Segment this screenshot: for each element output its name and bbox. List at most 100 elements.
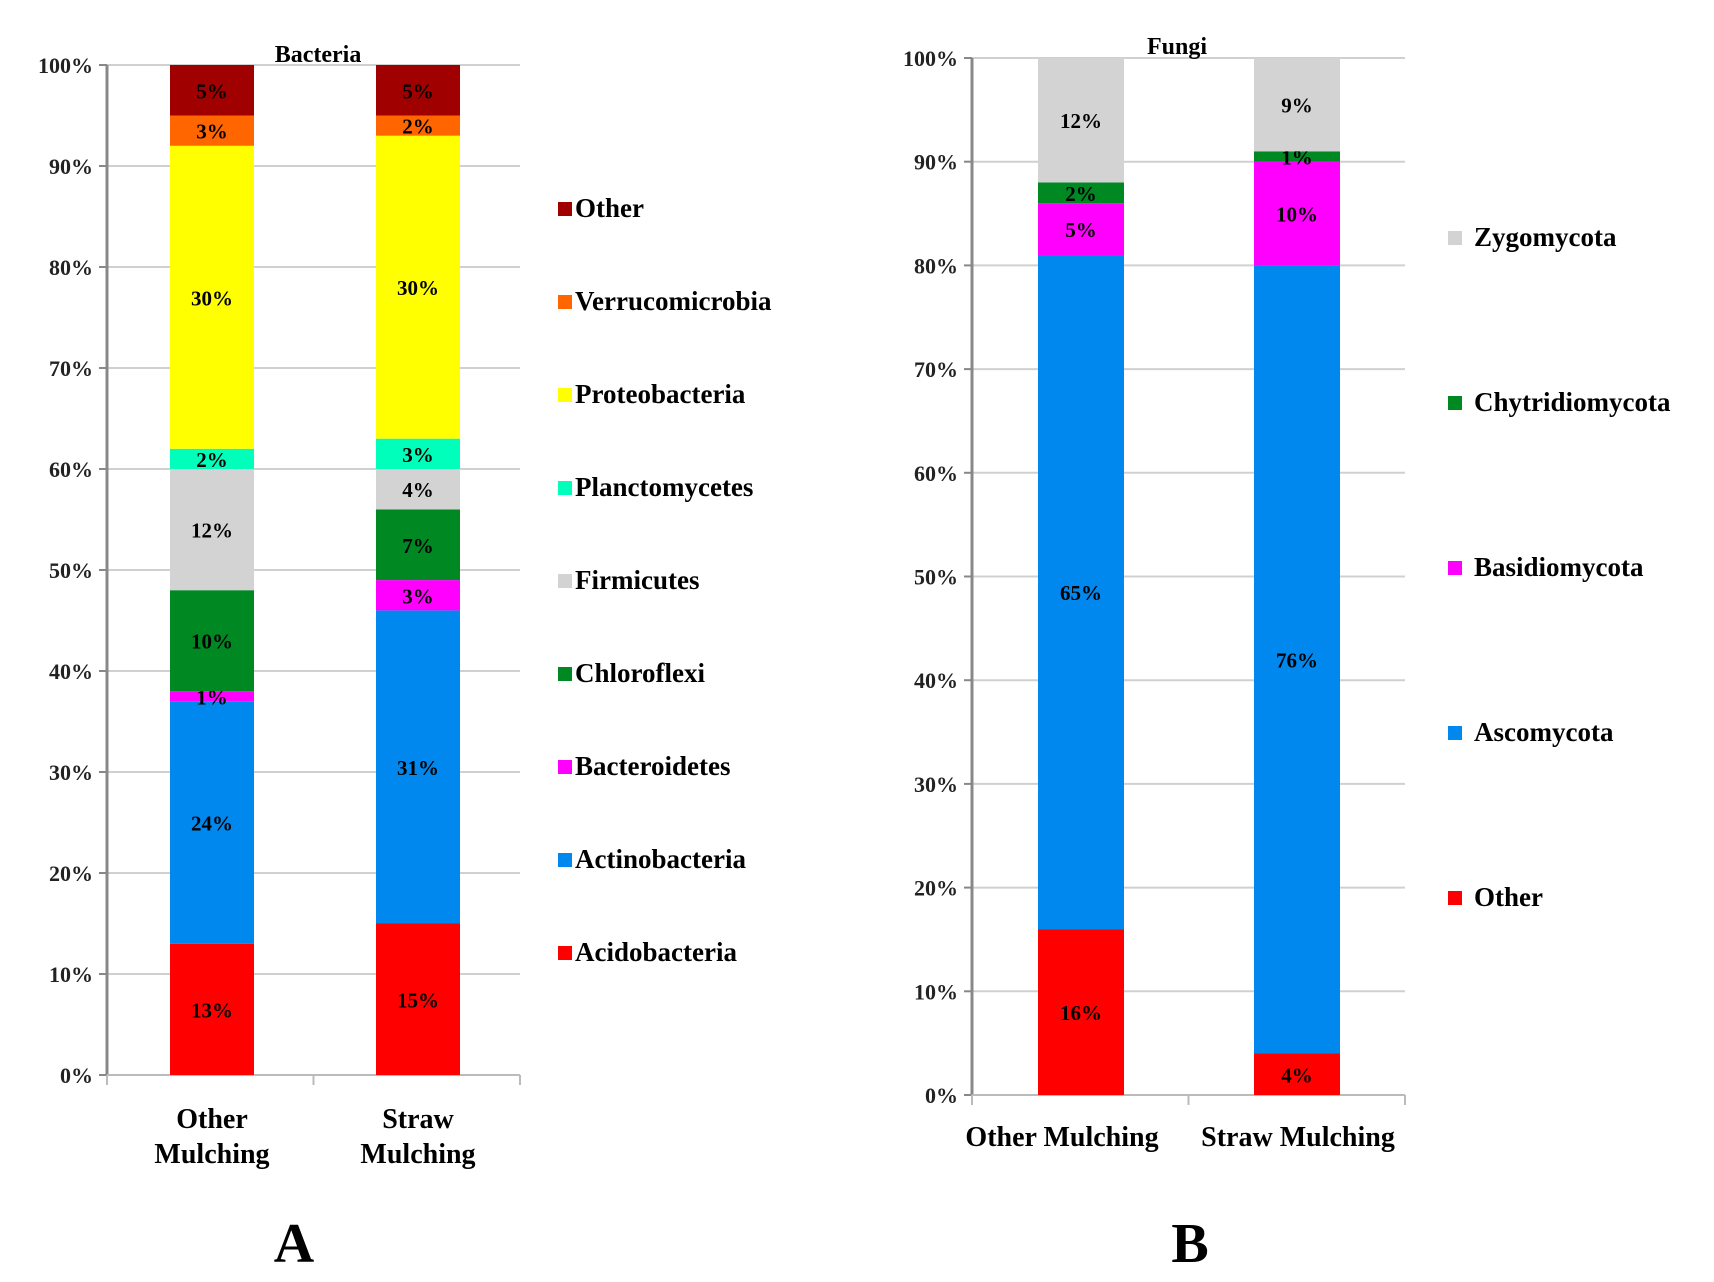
bacteria-y-tick-label: 40% [49, 659, 93, 684]
fungi-data-label-chytridiomycota-other-mulching: 2% [1065, 182, 1097, 206]
bacteria-y-tick-label: 20% [49, 861, 93, 886]
bacteria-data-label-other-straw-mulching: 5% [402, 79, 434, 103]
bacteria-legend-swatch-bacteroidetes [558, 760, 572, 774]
fungi-bar-segment-zygomycota-straw-mulching [1254, 58, 1340, 152]
bacteria-data-label-verrucomicrobia-straw-mulching: 2% [402, 115, 434, 139]
bacteria-data-label-verrucomicrobia-other-mulching: 3% [196, 120, 228, 144]
fungi-data-label-zygomycota-other-mulching: 12% [1060, 109, 1102, 133]
bacteria-data-label-planctomycetes-straw-mulching: 3% [402, 443, 434, 467]
fungi-data-label-ascomycota-straw-mulching: 76% [1276, 648, 1318, 672]
bacteria-chart-title: Bacteria [275, 42, 362, 68]
bacteria-bar-segment-chloroflexi-other-mulching [170, 590, 254, 692]
bacteria-y-tick-label: 30% [49, 760, 93, 785]
bacteria-y-tick-label: 80% [49, 255, 93, 280]
bacteria-y-tick-label: 50% [49, 558, 93, 583]
fungi-bar-segment-other-straw-mulching [1254, 1053, 1340, 1095]
bacteria-legend-swatch-planctomycetes [558, 481, 572, 495]
fungi-legend-swatch-chytridiomycota [1448, 396, 1462, 410]
bacteria-data-label-proteobacteria-other-mulching: 30% [191, 286, 233, 310]
bacteria-bar-segment-actinobacteria-straw-mulching [376, 610, 460, 924]
bacteria-data-label-planctomycetes-other-mulching: 2% [196, 448, 228, 472]
bacteria-data-label-firmicutes-straw-mulching: 4% [402, 478, 434, 502]
bacteria-x-tick-label-straw-mulching: Mulching [360, 1139, 475, 1170]
bacteria-y-tick-label: 90% [49, 154, 93, 179]
bacteria-bar-segment-acidobacteria-other-mulching [170, 943, 254, 1075]
bacteria-y-tick-label: 60% [49, 457, 93, 482]
fungi-y-tick-label: 50% [914, 565, 958, 590]
fungi-y-tick-label: 30% [914, 772, 958, 797]
bacteria-legend-swatch-actinobacteria [558, 853, 572, 867]
bacteria-legend-label-verrucomicrobia: Verrucomicrobia [575, 286, 772, 316]
bacteria-data-label-bacteroidetes-straw-mulching: 3% [402, 584, 434, 608]
bacteria-legend-label-bacteroidetes: Bacteroidetes [575, 751, 730, 781]
bacteria-bar-segment-actinobacteria-other-mulching [170, 701, 254, 944]
bacteria-bar-segment-bacteroidetes-other-mulching [170, 691, 254, 702]
bacteria-legend-label-acidobacteria: Acidobacteria [575, 937, 737, 967]
fungi-data-label-other-other-mulching: 16% [1060, 1001, 1102, 1025]
bacteria-bar-segment-acidobacteria-straw-mulching [376, 923, 460, 1075]
bacteria-legend-label-chloroflexi: Chloroflexi [575, 658, 705, 688]
bacteria-legend-swatch-acidobacteria [558, 946, 572, 960]
bacteria-bar-segment-planctomycetes-other-mulching [170, 448, 254, 469]
bacteria-bar-segment-proteobacteria-other-mulching [170, 145, 254, 449]
fungi-bar-segment-ascomycota-straw-mulching [1254, 265, 1340, 1054]
fungi-legend-label-basidiomycota: Basidiomycota [1474, 552, 1644, 582]
bacteria-bar-segment-proteobacteria-straw-mulching [376, 135, 460, 439]
panel-label-a: A [274, 1213, 315, 1275]
fungi-bar-segment-chytridiomycota-other-mulching [1038, 182, 1124, 204]
fungi-x-tick-label-other-mulching: Other Mulching [965, 1122, 1158, 1153]
bacteria-legend-swatch-proteobacteria [558, 388, 572, 402]
bacteria-y-tick-label: 70% [49, 356, 93, 381]
fungi-y-tick-label: 60% [914, 461, 958, 486]
fungi-y-tick-label: 0% [925, 1083, 958, 1108]
fungi-bar-segment-ascomycota-other-mulching [1038, 255, 1124, 930]
bacteria-data-label-chloroflexi-straw-mulching: 7% [402, 534, 434, 558]
fungi-y-tick-label: 70% [914, 357, 958, 382]
fungi-legend-swatch-other [1448, 891, 1462, 905]
bacteria-data-label-chloroflexi-other-mulching: 10% [191, 630, 233, 654]
bacteria-data-label-actinobacteria-other-mulching: 24% [191, 812, 233, 836]
fungi-legend-swatch-basidiomycota [1448, 561, 1462, 575]
fungi-y-tick-label: 100% [903, 46, 958, 71]
fungi-legend-swatch-zygomycota [1448, 231, 1462, 245]
fungi-chart-title: Fungi [1147, 34, 1207, 60]
bacteria-y-tick-label: 0% [60, 1063, 93, 1088]
bacteria-legend-label-planctomycetes: Planctomycetes [575, 472, 753, 502]
bacteria-bar-segment-verrucomicrobia-straw-mulching [376, 115, 460, 136]
fungi-chart: 0% 10% 20% 30% 40% 50% 60% 70% 80% 90% 100% Fungi 16… [903, 34, 1671, 1153]
bacteria-data-label-other-other-mulching: 5% [196, 79, 228, 103]
bacteria-data-label-acidobacteria-straw-mulching: 15% [397, 988, 439, 1012]
bacteria-legend-label-actinobacteria: Actinobacteria [575, 844, 746, 874]
fungi-y-tick-label: 10% [914, 979, 958, 1004]
fungi-data-label-zygomycota-straw-mulching: 9% [1281, 94, 1313, 118]
bacteria-data-label-actinobacteria-straw-mulching: 31% [397, 756, 439, 780]
bacteria-y-tick-label: 100% [38, 53, 93, 78]
bacteria-bar-segment-firmicutes-other-mulching [170, 469, 254, 591]
bacteria-data-label-proteobacteria-straw-mulching: 30% [397, 276, 439, 300]
bacteria-x-tick-label-other-mulching: Other [176, 1104, 248, 1135]
fungi-legend-label-other: Other [1474, 882, 1543, 912]
bacteria-bar-segment-planctomycetes-straw-mulching [376, 438, 460, 469]
bacteria-data-label-firmicutes-other-mulching: 12% [191, 519, 233, 543]
fungi-legend-label-ascomycota: Ascomycota [1474, 717, 1614, 747]
bacteria-data-label-acidobacteria-other-mulching: 13% [191, 998, 233, 1022]
fungi-y-tick-label: 80% [914, 253, 958, 278]
bacteria-legend-swatch-firmicutes [558, 574, 572, 588]
fungi-legend-label-chytridiomycota: Chytridiomycota [1474, 387, 1671, 417]
fungi-data-label-basidiomycota-straw-mulching: 10% [1276, 203, 1318, 227]
bacteria-chart: 0% 10% 20% 30% 40% 50% 60% 70% 80% 90% 100% Bacteri… [38, 42, 772, 1170]
bacteria-x-tick-label-straw-mulching: Straw [382, 1104, 454, 1135]
fungi-bar-segment-other-other-mulching [1038, 929, 1124, 1095]
fungi-bar-segment-chytridiomycota-straw-mulching [1254, 151, 1340, 162]
fungi-data-label-ascomycota-other-mulching: 65% [1060, 581, 1102, 605]
bacteria-legend-swatch-other [558, 202, 572, 216]
bacteria-legend-swatch-verrucomicrobia [558, 295, 572, 309]
fungi-data-label-basidiomycota-other-mulching: 5% [1065, 218, 1097, 242]
bacteria-legend-label-proteobacteria: Proteobacteria [575, 379, 746, 409]
fungi-y-tick-label: 90% [914, 150, 958, 175]
panel-label-b: B [1171, 1213, 1208, 1275]
bacteria-bar-segment-verrucomicrobia-other-mulching [170, 115, 254, 146]
fungi-y-tick-label: 40% [914, 668, 958, 693]
fungi-legend-swatch-ascomycota [1448, 726, 1462, 740]
